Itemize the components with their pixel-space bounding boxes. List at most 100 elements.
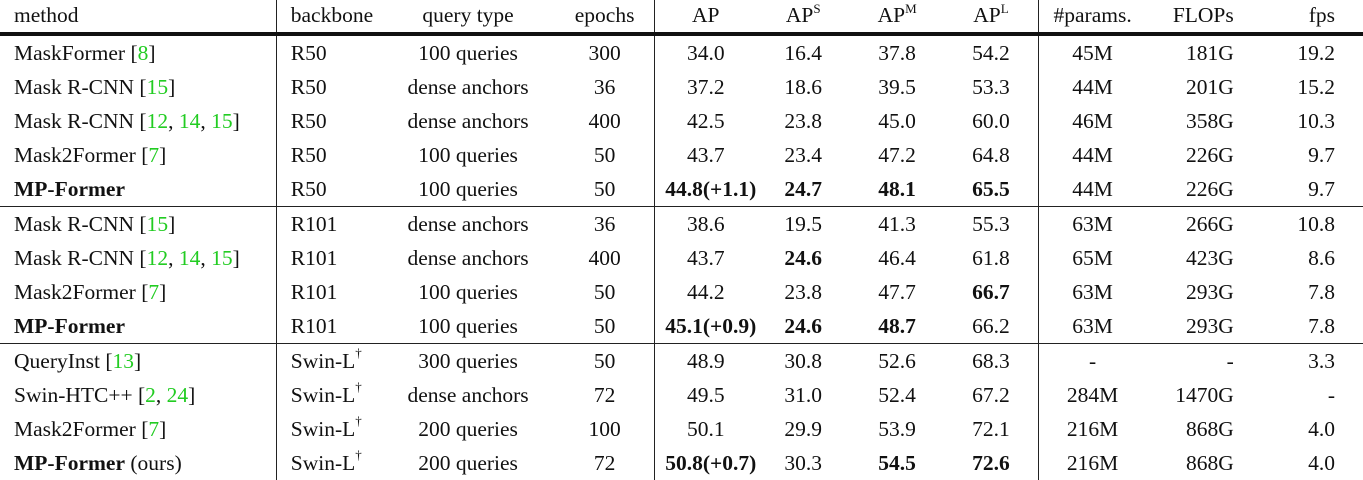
- cell-fps: 7.8: [1256, 275, 1363, 309]
- backbone-name: R50: [290, 177, 327, 201]
- cell-flops: 423G: [1146, 241, 1255, 275]
- cell-ap-medium: 54.5: [850, 446, 944, 480]
- cell-method: Mask R-CNN [12, 14, 15]: [0, 241, 276, 275]
- cell-fps: 3.3: [1256, 344, 1363, 379]
- cell-ap-small-value: 30.8: [784, 349, 823, 373]
- cell-ap-medium-value: 37.8: [878, 41, 916, 65]
- cell-method: Mask R-CNN [15]: [0, 207, 276, 242]
- citation-open-bracket: [: [135, 143, 149, 167]
- citation-link[interactable]: 8: [137, 41, 149, 65]
- cell-ap-medium: 53.9: [850, 412, 944, 446]
- cell-ap-value: 37.2: [686, 75, 725, 99]
- backbone-name: R50: [290, 109, 327, 133]
- cell-epochs-value: 50: [593, 349, 616, 373]
- cell-ap-medium-value: 39.5: [878, 75, 916, 99]
- citation-link[interactable]: 24: [166, 383, 189, 407]
- cell-ap: 37.2: [654, 70, 757, 104]
- cell-ap-small: 23.4: [756, 138, 850, 172]
- cell-ap: 49.5: [654, 378, 757, 412]
- cell-ap-medium-value: 48.7: [878, 314, 916, 338]
- citation-close-bracket: ]: [168, 212, 176, 236]
- cell-query-type-value: dense anchors: [407, 75, 529, 99]
- cell-ap-value: 44.8(+1.1): [665, 177, 757, 201]
- cell-ap-small-value: 24.7: [784, 177, 823, 201]
- cell-method: Mask R-CNN [15]: [0, 70, 276, 104]
- cell-flops-value: 226G: [1185, 143, 1234, 167]
- cell-params: 44M: [1037, 172, 1147, 207]
- backbone-name: Swin-L: [290, 417, 356, 441]
- cell-epochs: 50: [555, 344, 655, 379]
- citation-link[interactable]: 7: [148, 280, 160, 304]
- cell-ap-medium: 45.0: [850, 104, 944, 138]
- cell-params: 284M: [1037, 378, 1147, 412]
- cell-params: 63M: [1037, 309, 1147, 344]
- cell-flops: 293G: [1146, 275, 1255, 309]
- citation-link[interactable]: 13: [112, 349, 135, 373]
- header-ap-medium-sup: M: [905, 1, 917, 16]
- header-backbone: backbone: [275, 0, 382, 36]
- header-ap-large-sup: L: [1000, 1, 1009, 16]
- citation-close-bracket: ]: [134, 349, 142, 373]
- citation-link[interactable]: 15: [146, 212, 169, 236]
- cell-backbone: R50: [275, 34, 382, 70]
- cell-flops-value: 868G: [1185, 417, 1234, 441]
- table-row: Mask R-CNN [15] R101 dense anchors 36 38.6 19…: [0, 206, 1363, 242]
- citation-close-bracket: ]: [159, 143, 167, 167]
- cell-ap-large: 55.3: [944, 207, 1038, 242]
- citation-link[interactable]: 14: [178, 109, 201, 133]
- cell-ap: 44.2: [654, 275, 757, 309]
- table-row: Mask2Former [7] R101 100 queries 50 44.2 23.8…: [0, 275, 1363, 309]
- cell-ap-medium: 52.6: [850, 344, 944, 379]
- backbone-name: Swin-L: [290, 349, 356, 373]
- cell-ap-large: 67.2: [944, 378, 1038, 412]
- citation-link[interactable]: 14: [178, 246, 201, 270]
- cell-fps: 4.0: [1256, 446, 1363, 480]
- cell-backbone: R50: [275, 172, 382, 207]
- cell-params-value: 216M: [1066, 451, 1119, 475]
- header-query-type: query type: [381, 0, 556, 36]
- cell-ap-small-value: 30.3: [784, 451, 823, 475]
- cell-method: Mask2Former [7]: [0, 412, 276, 446]
- backbone-name: Swin-L: [290, 451, 356, 475]
- citation-link[interactable]: 15: [211, 246, 233, 270]
- cell-ap-medium-value: 48.1: [878, 177, 916, 201]
- cell-ap-large-value: 72.1: [972, 417, 1010, 441]
- citation-link[interactable]: 12: [146, 246, 169, 270]
- cell-flops-value: 201G: [1185, 75, 1234, 99]
- cell-ap-medium-value: 45.0: [878, 109, 916, 133]
- table-row: Mask R-CNN [15] R50 dense anchors 36 37.2 18.…: [0, 70, 1363, 104]
- cell-query-type-value: 200 queries: [418, 451, 518, 475]
- cell-ap-large-value: 64.8: [972, 143, 1010, 167]
- backbone-name: R101: [290, 280, 338, 304]
- citation-link[interactable]: 12: [146, 109, 169, 133]
- cell-ap-medium: 48.7: [850, 309, 945, 344]
- cell-flops-value: 226G: [1185, 177, 1234, 201]
- cell-params-value: -: [1089, 349, 1097, 373]
- citation-link[interactable]: 15: [211, 109, 233, 133]
- method-name: Mask2Former: [14, 143, 136, 167]
- cell-ap-medium-value: 47.2: [878, 143, 916, 167]
- citation-link[interactable]: 7: [148, 143, 160, 167]
- header-ap-small-base: AP: [785, 3, 814, 27]
- cell-flops-value: 1470G: [1175, 383, 1234, 407]
- cell-ap-medium: 37.8: [850, 34, 944, 70]
- cell-fps-value: 4.0: [1308, 451, 1335, 475]
- cell-ap-small: 23.8: [756, 104, 850, 138]
- cell-params: -: [1037, 343, 1147, 378]
- backbone-name: R101: [290, 246, 338, 270]
- cell-fps: 8.6: [1256, 241, 1363, 275]
- header-ap-large-base: AP: [973, 3, 1001, 27]
- cell-epochs: 50: [555, 172, 655, 207]
- citation-open-bracket: [: [132, 383, 146, 407]
- citation-link[interactable]: 15: [146, 75, 169, 99]
- cell-ap-medium-value: 52.4: [878, 383, 916, 407]
- cell-ap: 50.1: [654, 412, 757, 446]
- cell-params: 44M: [1037, 70, 1147, 104]
- citation-link[interactable]: 7: [148, 417, 160, 441]
- cell-query-type-value: dense anchors: [407, 212, 529, 236]
- citation-link[interactable]: 2: [145, 383, 156, 407]
- cell-flops: 293G: [1146, 309, 1256, 344]
- cell-epochs-value: 400: [588, 246, 621, 270]
- cell-backbone: R101: [275, 309, 382, 344]
- cell-flops-value: 423G: [1185, 246, 1234, 270]
